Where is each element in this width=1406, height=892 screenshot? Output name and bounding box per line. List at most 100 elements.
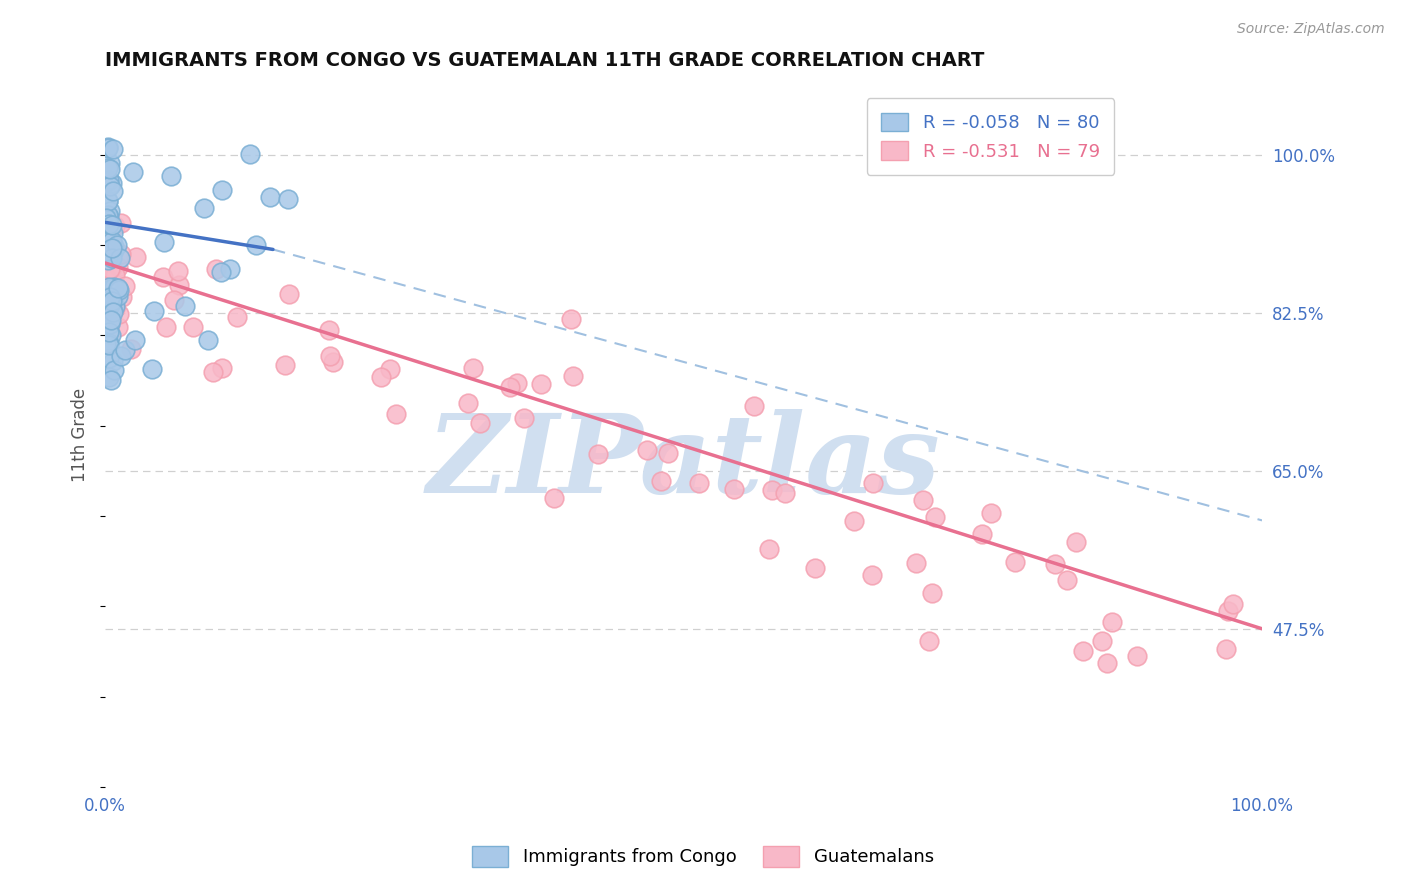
Point xyxy=(114,278,136,293)
Point xyxy=(98,293,121,307)
Point xyxy=(97,173,120,187)
Point xyxy=(105,237,128,252)
Point xyxy=(98,290,121,304)
Text: Source: ZipAtlas.com: Source: ZipAtlas.com xyxy=(1237,22,1385,37)
Point xyxy=(970,527,993,541)
Point xyxy=(101,184,124,198)
Point xyxy=(96,337,118,351)
Point xyxy=(245,238,267,252)
Point xyxy=(197,333,219,347)
Point xyxy=(100,327,122,342)
Point xyxy=(201,365,224,379)
Point xyxy=(1125,648,1147,663)
Point xyxy=(468,417,491,431)
Point xyxy=(101,261,124,276)
Point xyxy=(924,509,946,524)
Point xyxy=(104,268,127,282)
Point xyxy=(121,165,143,179)
Point xyxy=(205,261,228,276)
Point xyxy=(103,239,125,253)
Point xyxy=(1215,642,1237,657)
Point xyxy=(110,216,132,230)
Point xyxy=(98,351,121,365)
Point xyxy=(1066,535,1088,549)
Point xyxy=(773,485,796,500)
Point xyxy=(911,492,934,507)
Point xyxy=(98,261,121,276)
Point xyxy=(98,203,121,218)
Point xyxy=(159,169,181,183)
Point xyxy=(98,161,121,176)
Point xyxy=(103,354,125,368)
Point xyxy=(1004,555,1026,569)
Point xyxy=(96,244,118,258)
Point xyxy=(111,290,134,304)
Point xyxy=(96,194,118,208)
Point xyxy=(905,556,928,570)
Point xyxy=(226,310,249,325)
Point xyxy=(97,325,120,339)
Point xyxy=(239,147,262,161)
Point xyxy=(97,244,120,258)
Point xyxy=(97,252,120,267)
Point xyxy=(110,349,132,363)
Legend: R = -0.058   N = 80, R = -0.531   N = 79: R = -0.058 N = 80, R = -0.531 N = 79 xyxy=(866,98,1114,175)
Point xyxy=(844,514,866,528)
Point xyxy=(97,139,120,153)
Point xyxy=(98,279,121,293)
Point xyxy=(278,286,301,301)
Y-axis label: 11th Grade: 11th Grade xyxy=(72,387,89,482)
Point xyxy=(586,447,609,461)
Point xyxy=(1216,604,1239,618)
Point xyxy=(98,338,121,352)
Point xyxy=(97,194,120,209)
Point xyxy=(96,211,118,225)
Point xyxy=(97,161,120,175)
Point xyxy=(98,178,121,193)
Point xyxy=(96,255,118,269)
Text: IMMIGRANTS FROM CONGO VS GUATEMALAN 11TH GRADE CORRELATION CHART: IMMIGRANTS FROM CONGO VS GUATEMALAN 11TH… xyxy=(105,51,984,70)
Point xyxy=(1056,573,1078,587)
Point xyxy=(107,260,129,275)
Point xyxy=(1095,656,1118,670)
Point xyxy=(101,234,124,248)
Point xyxy=(921,586,943,600)
Point xyxy=(100,301,122,316)
Point xyxy=(322,355,344,369)
Point xyxy=(1222,597,1244,611)
Point xyxy=(101,247,124,261)
Point xyxy=(277,193,299,207)
Point xyxy=(562,368,585,383)
Point xyxy=(761,483,783,497)
Point xyxy=(804,560,827,574)
Point xyxy=(153,235,176,249)
Point xyxy=(141,361,163,376)
Point xyxy=(1101,615,1123,629)
Point xyxy=(96,305,118,319)
Point xyxy=(499,380,522,394)
Point xyxy=(98,336,121,351)
Point xyxy=(650,474,672,488)
Point xyxy=(97,210,120,224)
Point xyxy=(742,399,765,413)
Point xyxy=(181,320,204,334)
Point xyxy=(96,316,118,330)
Point xyxy=(209,265,232,279)
Point xyxy=(108,252,131,266)
Text: ZIPatlas: ZIPatlas xyxy=(426,409,941,516)
Point xyxy=(1090,634,1112,648)
Point xyxy=(513,410,536,425)
Point xyxy=(723,483,745,497)
Point xyxy=(96,290,118,304)
Point xyxy=(219,261,242,276)
Point xyxy=(103,363,125,377)
Point xyxy=(274,358,297,372)
Point xyxy=(155,320,177,334)
Point xyxy=(103,280,125,294)
Point xyxy=(259,189,281,203)
Point xyxy=(461,360,484,375)
Point xyxy=(370,370,392,384)
Point xyxy=(166,264,188,278)
Point xyxy=(657,446,679,460)
Point xyxy=(98,298,121,312)
